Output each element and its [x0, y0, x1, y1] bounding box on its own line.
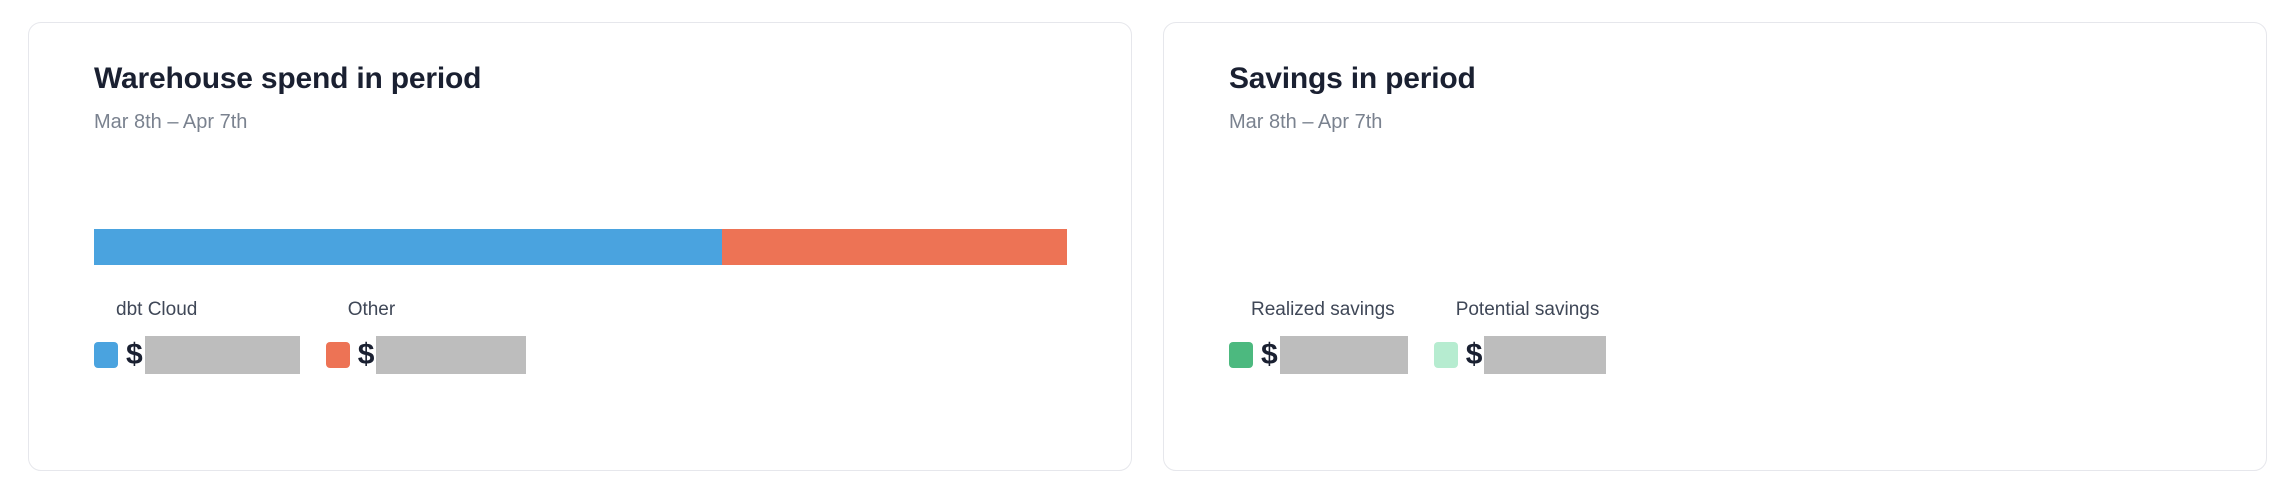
legend-swatch-icon [1229, 341, 1253, 368]
date-range-subtitle: Mar 8th – Apr 7th [94, 111, 248, 133]
legend-item-label: Other [347, 299, 396, 320]
card-savings: Savings in period Mar 8th – Apr 7th Real… [1163, 22, 2267, 471]
legend-value-row: $ [325, 335, 527, 374]
legend-item-label: Realized savings [1251, 299, 1395, 320]
legend-item-label: dbt Cloud [116, 299, 198, 320]
redacted-value-bar [144, 335, 300, 374]
legend-item-potential-savings[interactable]: Potential savings $ [1433, 299, 1607, 374]
legend-value-row: $ [1433, 335, 1607, 374]
stacked-bar-warehouse-spend [94, 229, 1067, 265]
legend-swatch-icon [94, 341, 118, 368]
legend-item-dbt-cloud[interactable]: dbt Cloud $ [94, 299, 300, 374]
redacted-value-bar [1279, 335, 1408, 374]
legend-savings: Realized savings $ Potential savings $ [1229, 299, 1607, 374]
legend-value-row: $ [94, 335, 300, 374]
card-body: Savings in period Mar 8th – Apr 7th Real… [1164, 23, 2266, 470]
legend-swatch-icon [1433, 341, 1458, 368]
legend-swatch-icon [325, 341, 350, 368]
bar-segment-other[interactable] [721, 229, 1067, 265]
legend-item-label: Potential savings [1455, 299, 1600, 320]
legend-warehouse-spend: dbt Cloud $ Other $ [94, 299, 527, 374]
legend-item-other[interactable]: Other $ [325, 299, 527, 374]
redacted-value-bar [376, 335, 527, 374]
date-range-subtitle: Mar 8th – Apr 7th [1229, 111, 1383, 133]
legend-value-row: $ [1229, 335, 1408, 374]
currency-symbol: $ [357, 337, 375, 371]
page-title: Savings in period [1229, 62, 1476, 95]
currency-symbol: $ [126, 337, 143, 371]
card-body: Warehouse spend in period Mar 8th – Apr … [29, 23, 1131, 470]
card-warehouse-spend: Warehouse spend in period Mar 8th – Apr … [28, 22, 1132, 471]
redacted-value-bar [1484, 335, 1607, 374]
currency-symbol: $ [1261, 337, 1278, 371]
page-title: Warehouse spend in period [94, 62, 482, 95]
currency-symbol: $ [1465, 337, 1483, 371]
legend-item-realized-savings[interactable]: Realized savings $ [1229, 299, 1408, 374]
bar-segment-dbt-cloud[interactable] [94, 229, 722, 265]
